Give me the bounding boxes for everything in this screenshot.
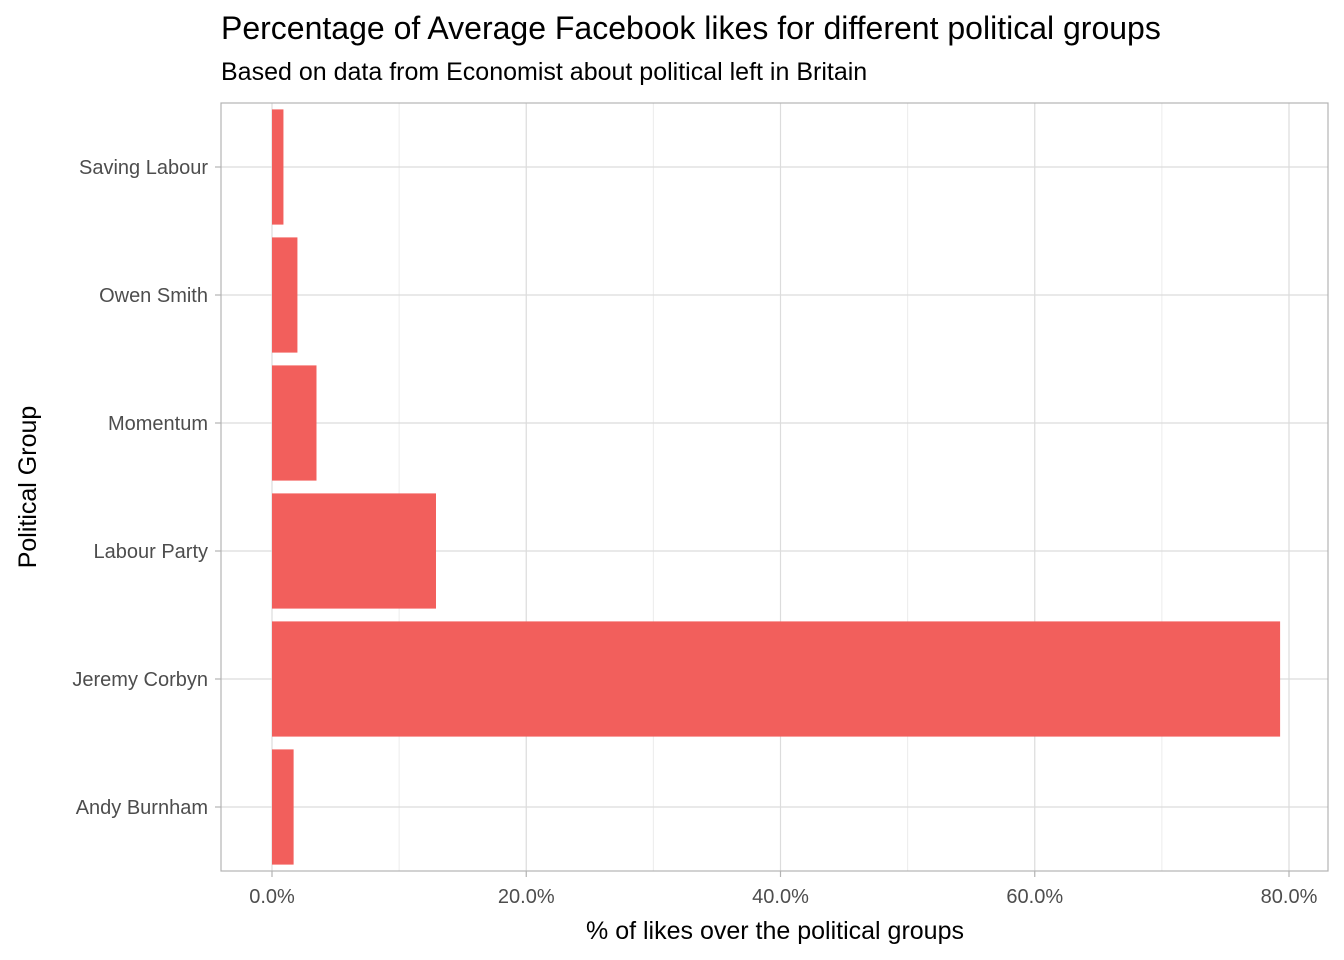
minor-gridlines <box>398 103 1163 871</box>
x-tick-label: 20.0% <box>498 886 555 908</box>
x-axis-ticks: 0.0% 20.0% 40.0% 60.0% 80.0% <box>249 871 1318 908</box>
bar-labour-party <box>272 493 436 609</box>
y-axis-ticks: Saving Labour Owen Smith Momentum Labour Pa… <box>72 157 221 819</box>
bar-andy-burnham <box>272 749 294 865</box>
y-tick-label: Andy Burnham <box>76 797 208 819</box>
y-tick-label: Momentum <box>108 413 208 435</box>
bar-saving-labour <box>272 109 284 225</box>
bars <box>272 109 1281 865</box>
y-tick-label: Labour Party <box>93 541 208 563</box>
x-tick-label: 60.0% <box>1006 886 1063 908</box>
chart-subtitle: Based on data from Economist about polit… <box>221 58 868 86</box>
x-axis-title: % of likes over the political groups <box>586 917 964 945</box>
y-tick-label: Jeremy Corbyn <box>72 669 208 691</box>
bar-momentum <box>272 365 317 481</box>
y-tick-label: Owen Smith <box>99 285 208 307</box>
y-tick-label: Saving Labour <box>79 157 208 179</box>
x-tick-label: 40.0% <box>752 886 809 908</box>
chart-title: Percentage of Average Facebook likes for… <box>221 10 1161 46</box>
x-tick-label: 0.0% <box>249 886 295 908</box>
bar-jeremy-corbyn <box>272 621 1281 737</box>
plot-panel-border <box>220 102 1329 872</box>
x-tick-label: 80.0% <box>1261 886 1318 908</box>
y-axis-title: Political Group <box>14 406 42 569</box>
bar-owen-smith <box>272 237 298 353</box>
